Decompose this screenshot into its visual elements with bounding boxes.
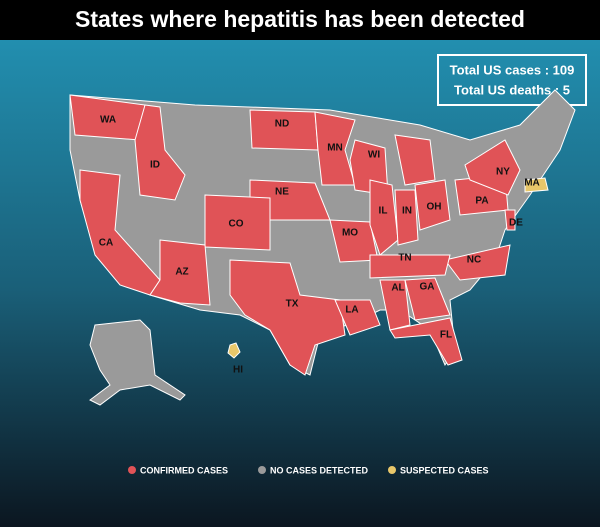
- state-label: LA: [345, 305, 358, 316]
- state-label: OH: [427, 202, 442, 213]
- state-label: AL: [391, 283, 404, 294]
- state-label: DE: [509, 218, 523, 229]
- stats-box: [437, 54, 587, 106]
- state-label: NC: [467, 255, 481, 266]
- state: [444, 244, 511, 281]
- state-label: MA: [524, 178, 540, 189]
- state: [504, 209, 516, 231]
- state: [369, 179, 399, 256]
- state-label: MN: [327, 143, 343, 154]
- state: [229, 259, 346, 376]
- state: [394, 189, 419, 246]
- state-label: CO: [229, 219, 244, 230]
- state-label: NY: [496, 167, 510, 178]
- stat-cases: Total US cases : 109: [450, 62, 575, 77]
- state-label: GA: [420, 282, 435, 293]
- legend-label: NO CASES DETECTED: [270, 465, 369, 475]
- legend-label: CONFIRMED CASES: [140, 465, 228, 475]
- state: [134, 104, 186, 201]
- state-label: WI: [368, 150, 380, 161]
- title-bar: [0, 0, 600, 40]
- legend-dot: [388, 466, 396, 474]
- state: [249, 109, 319, 151]
- state: [369, 254, 451, 279]
- state-label: PA: [475, 196, 488, 207]
- state-label: FL: [440, 330, 452, 341]
- state: [524, 177, 549, 193]
- title: States where hepatitis has been detected: [75, 6, 525, 32]
- state: [149, 239, 211, 306]
- state-label: NE: [275, 187, 289, 198]
- state-label: ID: [150, 160, 160, 171]
- state-label: AZ: [175, 267, 188, 278]
- alaska: [89, 319, 186, 406]
- state-label: MO: [342, 228, 358, 239]
- state: [389, 317, 463, 366]
- state-label: TX: [286, 299, 299, 310]
- state-label: IL: [379, 206, 388, 217]
- state: [334, 299, 381, 336]
- state-label: TN: [398, 253, 411, 264]
- state: [379, 279, 411, 331]
- state-label: HI: [233, 365, 243, 376]
- state-label: ND: [275, 119, 289, 130]
- legend-dot: [258, 466, 266, 474]
- state-unlabeled: [394, 134, 436, 186]
- stat-deaths: Total US deaths : 5: [454, 82, 570, 97]
- state-label: CA: [99, 238, 113, 249]
- state: [404, 277, 451, 321]
- state-label: WA: [100, 115, 116, 126]
- state-label: IN: [402, 206, 412, 217]
- legend-dot: [128, 466, 136, 474]
- state: [204, 194, 271, 251]
- state: [414, 179, 451, 231]
- state: [464, 139, 521, 196]
- state: [227, 342, 241, 359]
- legend-label: SUSPECTED CASES: [400, 465, 489, 475]
